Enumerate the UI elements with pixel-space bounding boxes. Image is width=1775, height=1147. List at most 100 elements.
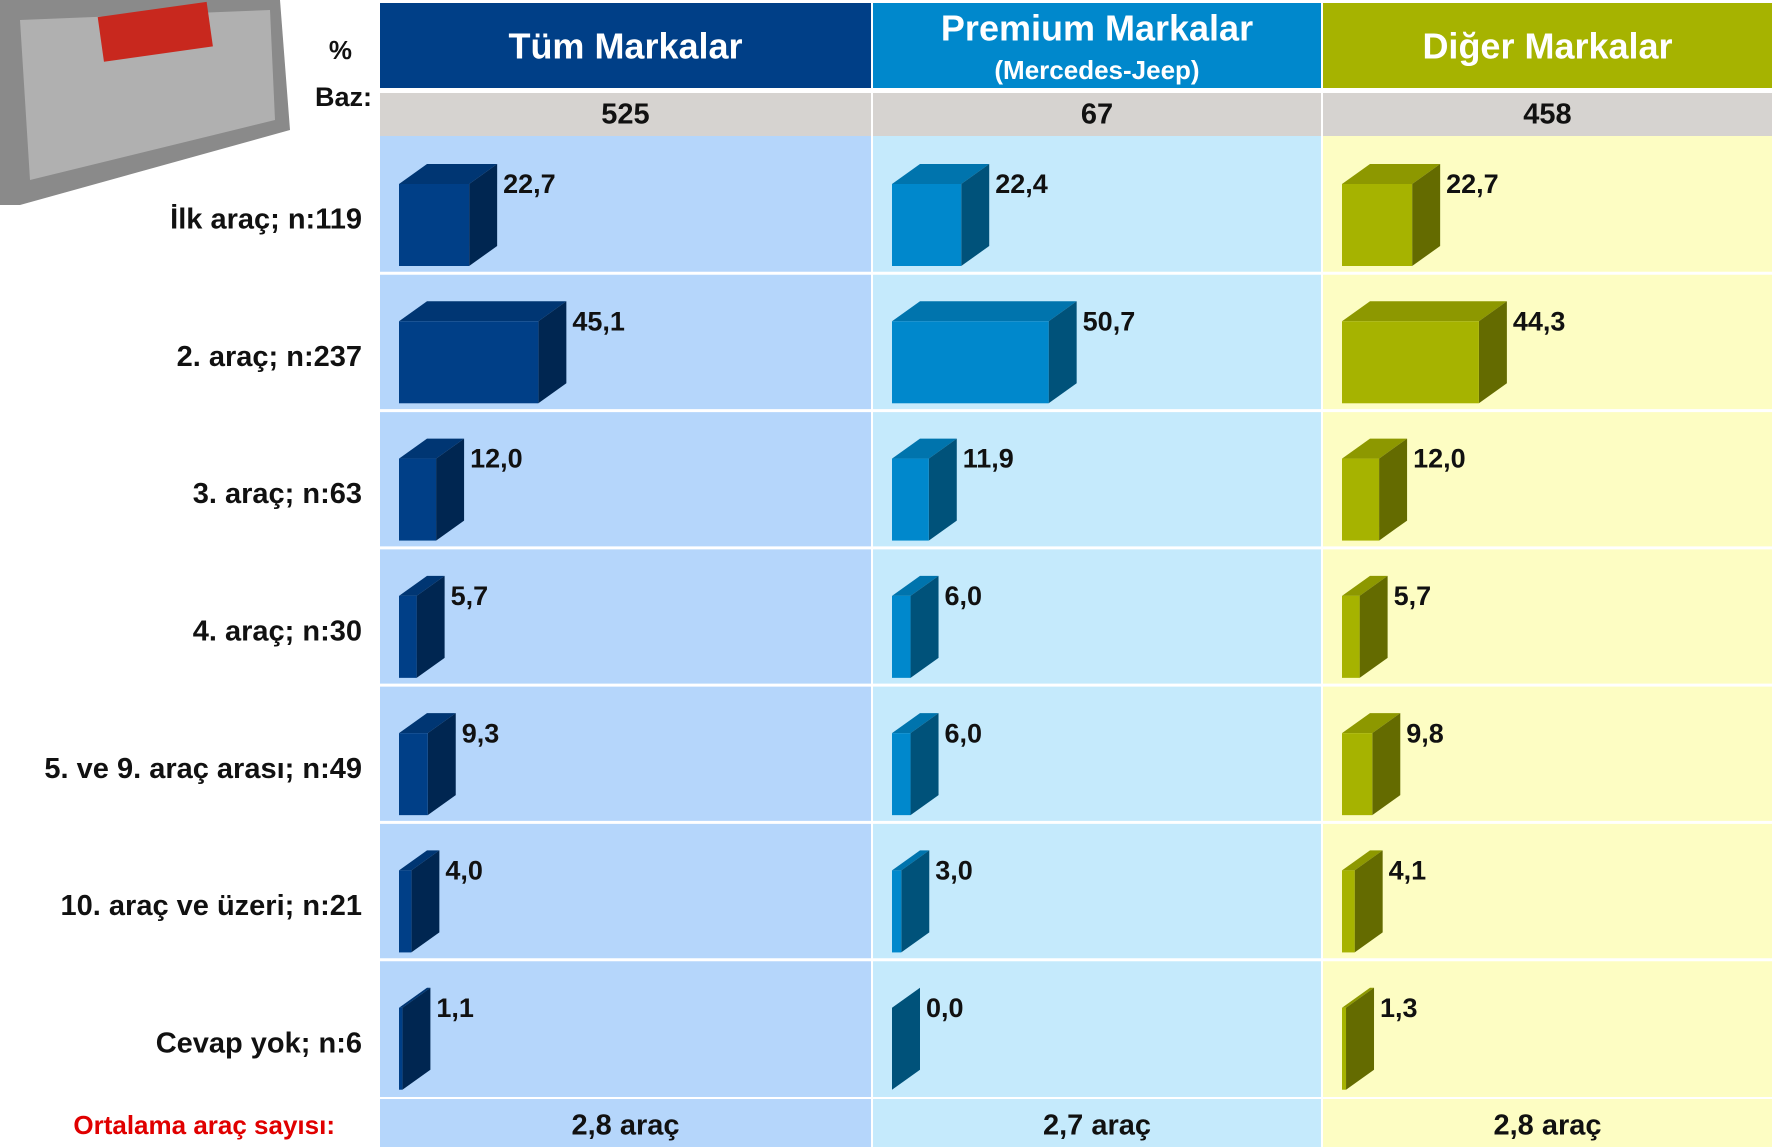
average-cell [1323,1099,1772,1147]
bar [892,458,929,541]
header-cell [873,3,1321,88]
category-label: 5. ve 9. araç arası; n:49 [44,753,362,785]
bar [1342,184,1413,266]
bar [1342,321,1479,404]
bar-top [399,713,456,734]
panel-background [1323,136,1772,1097]
bar-side [961,164,990,266]
bar-top [399,850,440,871]
bar-top [399,438,465,459]
bar-side [436,438,465,541]
panel-background [380,136,871,1097]
bar-top [399,301,567,322]
value-label: 3,0 [935,856,973,886]
bar-top [1342,301,1507,322]
bar [399,458,437,541]
base-cell [380,93,871,136]
base-value: 525 [601,99,649,131]
bar-top [399,164,498,184]
bar-top [892,164,990,184]
bar-top [399,987,431,1008]
value-label: 44,3 [1513,306,1566,336]
category-label: 4. araç; n:30 [193,616,362,648]
bar-top [892,438,957,459]
category-label: 3. araç; n:63 [193,478,362,510]
bar-side [469,164,498,266]
percent-label: % [329,35,352,65]
category-label: Cevap yok; n:6 [156,1027,362,1059]
bar-side [928,438,957,541]
bar-side [411,850,440,953]
bar-side [1048,301,1077,404]
bar-side [1412,164,1441,266]
bar [399,1007,403,1090]
bar-side [427,713,456,816]
value-label: 22,7 [1446,169,1499,199]
value-label: 1,1 [436,993,474,1023]
value-label: 22,4 [995,169,1048,199]
value-label: 50,7 [1083,306,1136,336]
bar-top [892,850,930,871]
bar-side [1354,850,1383,953]
average-cell [873,1099,1321,1147]
value-label: 9,8 [1406,718,1444,748]
bar-side [901,850,930,953]
bar [399,733,428,816]
value-label: 12,0 [470,444,523,474]
average-value: 2,8 araç [1493,1110,1601,1142]
bar-top [1342,987,1375,1008]
bar [1342,1007,1347,1090]
header-subtitle: (Mercedes-Jeep) [994,55,1199,85]
bar [399,595,417,678]
category-label: İlk araç; n:119 [170,204,362,236]
category-label: 2. araç; n:237 [177,341,362,373]
header-cell [380,3,871,88]
bar [399,870,412,953]
header-title: Tüm Markalar [508,26,742,67]
bar-side [1372,713,1401,816]
average-value: 2,8 araç [571,1110,679,1142]
base-cell [1323,93,1772,136]
average-label: Ortalama araç sayısı: [73,1110,335,1140]
base-cell [873,93,1321,136]
bar-top [1342,164,1441,184]
bar-top [1342,575,1388,596]
bar-side [910,713,939,816]
average-cell [380,1099,871,1147]
bar-top [1342,850,1383,871]
bar-top [399,575,445,596]
bar [892,184,962,266]
bar [1342,458,1380,541]
header-title: Diğer Markalar [1422,26,1672,67]
bar-side [402,987,431,1090]
bar [892,595,911,678]
bar-side [416,575,445,678]
value-label: 1,3 [1380,993,1418,1023]
bar-top [1342,438,1408,459]
bar-side [910,575,939,678]
value-label: 11,9 [963,444,1014,474]
bar-top [892,713,939,734]
bar [1342,733,1373,816]
value-label: 5,7 [451,581,489,611]
value-label: 9,3 [462,718,500,748]
bar [1342,595,1360,678]
base-value: 458 [1523,99,1571,131]
bar-top [892,301,1077,322]
panel-background [873,136,1321,1097]
bar-side [538,301,567,404]
base-value: 67 [1081,99,1113,131]
bar [399,184,470,266]
bar [892,870,902,953]
bar-top [892,575,939,596]
bar [892,733,911,816]
bar-side [1346,987,1375,1090]
header-title: Premium Markalar [941,8,1253,49]
bar [892,321,1049,404]
value-label: 4,0 [445,856,483,886]
value-label: 6,0 [945,581,983,611]
photo [0,0,290,205]
bar-side [892,987,920,1090]
bar-side [1359,575,1388,678]
